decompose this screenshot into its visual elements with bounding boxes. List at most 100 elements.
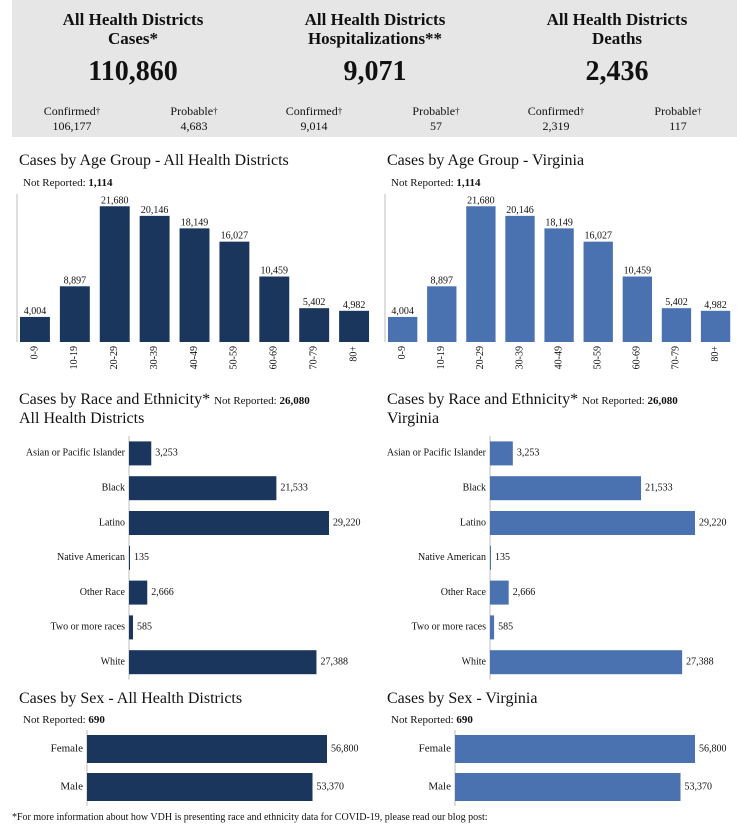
hospitalizations-probable: Probable† 57 <box>376 104 496 134</box>
hbar-value-label: 29,220 <box>699 517 727 528</box>
age-bar-label: 8,897 <box>64 275 87 286</box>
age-bar-20-29 <box>466 206 496 342</box>
hbar-category-label: Latino <box>460 517 486 528</box>
hbar-value-label: 2,666 <box>151 587 174 598</box>
cases-probable-label: Probable <box>170 104 214 118</box>
age-bar-label: 21,680 <box>467 195 495 206</box>
hbar-other-race <box>129 580 148 605</box>
age-tick-label: 50-59 <box>229 346 240 369</box>
race-right-title: Cases by Race and Ethnicity* Not Reporte… <box>387 390 678 428</box>
age-bar-60-69 <box>622 276 652 342</box>
age-bar-label: 21,680 <box>101 195 129 206</box>
hbar-category-label: Other Race <box>441 587 487 598</box>
age-chart-right: 4,004 0-9 8,897 10-19 21,680 20-29 20,146 30-39… <box>384 194 731 369</box>
age-bar-40-49 <box>179 228 210 342</box>
age-tick-label: 40-49 <box>553 346 564 369</box>
not-reported-label: Not Reported: <box>23 714 86 726</box>
age-bar-label: 5,402 <box>303 297 326 308</box>
cases-confirmed-label: Confirmed <box>43 104 96 118</box>
age-chart-left: 4,004 0-9 8,897 10-19 21,680 20-29 20,146 30-39… <box>16 194 370 369</box>
hbar-male <box>87 773 313 801</box>
not-reported-label: Not Reported: <box>391 714 454 726</box>
hbar-value-label: 2,666 <box>513 587 536 598</box>
age-tick-label: 80+ <box>348 346 359 362</box>
hospitalizations-probable-label: Probable <box>412 104 456 118</box>
deaths-total: 2,436 <box>585 56 649 87</box>
sex-right-title: Cases by Sex - Virginia <box>387 690 538 707</box>
not-reported-value: 690 <box>456 714 473 726</box>
hbar-female <box>455 735 695 763</box>
footer-note: *For more information about how VDH is p… <box>12 812 488 823</box>
hbar-category-label: Female <box>51 743 83 755</box>
race-chart-left: Asian or Pacific Islander 3,253 Black 21,53… <box>26 436 361 680</box>
hospitalizations-confirmed-value: 9,014 <box>300 119 328 133</box>
age-bar-label: 5,402 <box>665 297 688 308</box>
hbar-other-race <box>490 580 509 605</box>
age-tick-label: 30-39 <box>149 346 160 369</box>
age-right-title: Cases by Age Group - Virginia <box>387 152 585 169</box>
sex-left-title: Cases by Sex - All Health Districts <box>19 690 243 707</box>
hbar-two-or-more-races <box>490 615 495 640</box>
age-bar-80+ <box>700 310 731 342</box>
not-reported-value: 1,114 <box>88 177 113 189</box>
hbar-value-label: 29,220 <box>333 517 361 528</box>
dagger-mark: † <box>697 106 702 116</box>
age-bar-label: 20,146 <box>141 205 169 216</box>
age-bar-label: 10,459 <box>624 266 652 277</box>
hbar-value-label: 585 <box>137 622 152 633</box>
age-bar-label: 4,004 <box>391 306 414 317</box>
dagger-mark: † <box>579 106 585 116</box>
cases-title-line1: All Health Districts <box>62 10 204 29</box>
age-bar-60-69 <box>259 276 290 342</box>
hospitalizations-summary: All Health Districts Hospitalizations** … <box>254 0 496 137</box>
age-bar-label: 4,982 <box>343 300 366 311</box>
hbar-value-label: 27,388 <box>320 656 348 667</box>
dagger-mark: † <box>337 106 343 116</box>
hbar-white <box>490 650 683 675</box>
hbar-category-label: Asian or Pacific Islander <box>26 448 126 459</box>
age-tick-label: 40-49 <box>189 346 200 369</box>
hospitalizations-confirmed-label: Confirmed <box>285 104 338 118</box>
deaths-confirmed: Confirmed† 2,319 <box>496 104 616 134</box>
race-left-title-line1: Cases by Race and Ethnicity* <box>19 391 211 408</box>
age-bar-10-19 <box>427 286 457 342</box>
not-reported-label: Not Reported: <box>23 177 86 189</box>
age-bar-80+ <box>339 310 370 342</box>
hbar-two-or-more-races <box>129 615 134 640</box>
age-bar-40-49 <box>544 228 574 342</box>
age-bar-label: 18,149 <box>545 217 573 228</box>
not-reported-label: Not Reported: <box>214 395 277 407</box>
age-right-not-reported: Not Reported: 1,114 <box>391 177 481 190</box>
hbar-value-label: 3,253 <box>517 448 540 459</box>
age-bar-30-39 <box>139 215 170 342</box>
age-tick-label: 10-19 <box>436 346 447 369</box>
hbar-category-label: Black <box>102 482 125 493</box>
hbar-category-label: White <box>101 656 126 667</box>
age-tick-label: 0-9 <box>29 346 40 359</box>
age-bar-label: 8,897 <box>431 275 454 286</box>
hbar-value-label: 21,533 <box>645 482 673 493</box>
race-left-not-reported: Not Reported: 26,080 <box>214 395 310 407</box>
hbar-value-label: 3,253 <box>155 448 178 459</box>
hbar-category-label: Female <box>419 743 451 755</box>
hospitalizations-title: All Health Districts Hospitalizations** <box>254 10 496 48</box>
hbar-value-label: 53,370 <box>685 781 713 792</box>
hbar-category-label: Native American <box>418 552 486 563</box>
hbar-black <box>129 476 277 501</box>
race-right-not-reported: Not Reported: 26,080 <box>582 395 678 407</box>
age-bar-10-19 <box>59 286 90 342</box>
age-bar-label: 16,027 <box>584 231 612 242</box>
race-right-title-line1: Cases by Race and Ethnicity* <box>387 391 579 408</box>
age-left-not-reported: Not Reported: 1,114 <box>23 177 113 190</box>
hbar-category-label: White <box>462 656 487 667</box>
cases-confirmed-value: 106,177 <box>52 119 92 133</box>
age-tick-label: 10-19 <box>69 346 80 369</box>
hbar-latino <box>129 511 329 535</box>
sex-chart-left: Female 56,800 Male 53,370 <box>51 730 359 806</box>
hbar-category-label: Male <box>60 781 83 793</box>
deaths-probable-value: 117 <box>669 119 687 133</box>
age-tick-label: 80+ <box>710 346 721 362</box>
race-left-title-line2: All Health Districts <box>19 410 145 427</box>
age-bar-label: 4,004 <box>24 306 47 317</box>
age-tick-label: 60-69 <box>269 346 280 369</box>
